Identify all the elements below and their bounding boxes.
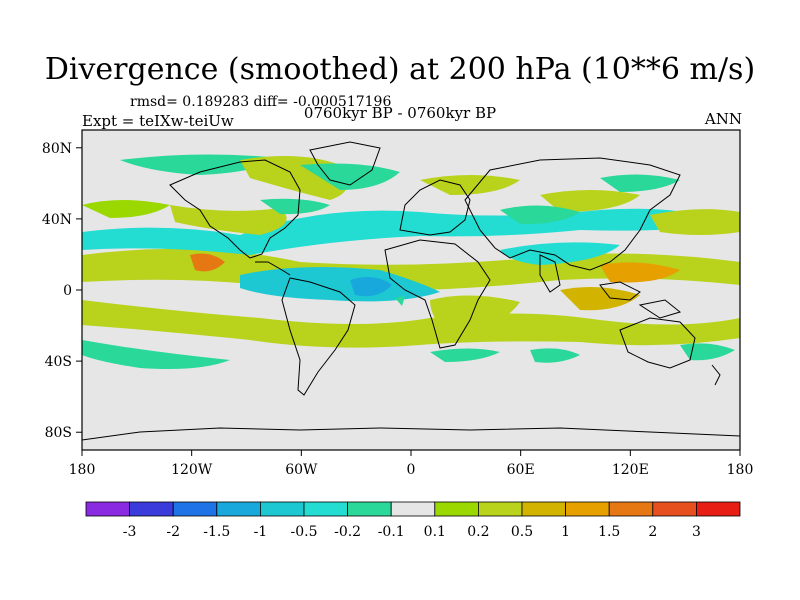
colorbar-swatch [347, 501, 392, 517]
x-tick-label: 120E [612, 462, 649, 478]
divergence-contour-region [680, 343, 735, 361]
x-tick-label: 60W [285, 462, 318, 478]
x-tick-label: 180 [69, 462, 96, 478]
colorbar-swatch [477, 501, 523, 517]
colorbar-swatch [521, 501, 566, 517]
divergence-contour-region [170, 205, 287, 235]
colorbar-label: 0.2 [467, 524, 489, 540]
colorbar-label: -2 [166, 524, 180, 540]
divergence-contour-region [350, 276, 392, 297]
divergence-contour-region [82, 340, 230, 369]
divergence-contour-region [650, 209, 740, 235]
divergence-contour-region [560, 286, 640, 311]
divergence-contour-region [430, 295, 520, 332]
divergence-contour-region [420, 175, 520, 195]
x-tick-label: 60E [507, 462, 535, 478]
colorbar-label: -0.5 [291, 524, 318, 540]
experiment-label: Expt = teIXw-teiUw [82, 112, 234, 130]
colorbar-label: 3 [692, 524, 701, 540]
colorbar-swatch [696, 501, 741, 517]
y-tick-label: 0 [63, 283, 72, 299]
divergence-field [82, 154, 740, 369]
divergence-contour-region [600, 174, 680, 192]
rmsd-diff-stats: rmsd= 0.189283 diff= -0.000517196 [130, 94, 392, 110]
colorbar-swatch [85, 501, 130, 517]
x-tick-label: 0 [407, 462, 416, 478]
divergence-contour-region [82, 200, 170, 218]
colorbar-swatch [652, 501, 697, 517]
divergence-contour-region [82, 300, 740, 348]
colorbar-label: 1 [561, 524, 570, 540]
colorbar-swatch [565, 501, 610, 517]
colorbar-label: -1 [254, 524, 268, 540]
divergence-contour-region [540, 190, 640, 212]
divergence-contour-region [500, 242, 620, 265]
divergence-contour-region [260, 198, 330, 215]
colorbar-label: 1.5 [598, 524, 620, 540]
colorbar-label: -1.5 [203, 524, 230, 540]
x-tick-label: 120W [171, 462, 213, 478]
colorbar-swatch [608, 501, 654, 517]
season-label: ANN [704, 110, 742, 128]
divergence-contour-region [190, 253, 225, 272]
colorbar-swatch [216, 501, 261, 517]
divergence-contour-region [530, 348, 580, 363]
colorbar-label: -0.1 [378, 524, 405, 540]
divergence-contour-region [120, 154, 280, 175]
coastlines [82, 141, 740, 441]
y-tick-label: 80N [42, 141, 72, 157]
divergence-contour-region [300, 163, 400, 190]
time-period-label: 0760kyr BP - 0760kyr BP [303, 104, 497, 122]
colorbar-label: 0.1 [424, 524, 446, 540]
plot-title: Divergence (smoothed) at 200 hPa (10**6 … [44, 52, 756, 87]
colorbar-swatch [434, 501, 479, 517]
colorbar-swatch [303, 501, 348, 517]
colorbar-label: 0.5 [511, 524, 533, 540]
y-tick-label: 40N [42, 212, 72, 228]
divergence-contour-region [500, 205, 580, 225]
colorbar-label: 2 [648, 524, 657, 540]
x-tick-label: 180 [727, 462, 754, 478]
y-tick-label: 40S [45, 354, 72, 370]
map-axes: 180 120W 60W 0 60E 120E 180 80N 40N 0 40S 80S [42, 141, 753, 478]
colorbar-swatch [172, 501, 218, 517]
colorbar-swatch [259, 501, 305, 517]
y-tick-label: 80S [45, 425, 72, 441]
colorbar-label: -3 [123, 524, 137, 540]
colorbar-label: -0.2 [334, 524, 361, 540]
colorbar-swatch [390, 501, 436, 517]
colorbar-swatch [129, 501, 174, 517]
colorbar: -3 -2 -1.5 -1 -0.5 -0.2 -0.1 0.1 0.2 0.5 1 1.5 2 3 [85, 501, 741, 540]
divergence-contour-region [430, 348, 500, 362]
divergence-contour-region [395, 296, 405, 306]
divergence-contour-region [600, 262, 680, 283]
